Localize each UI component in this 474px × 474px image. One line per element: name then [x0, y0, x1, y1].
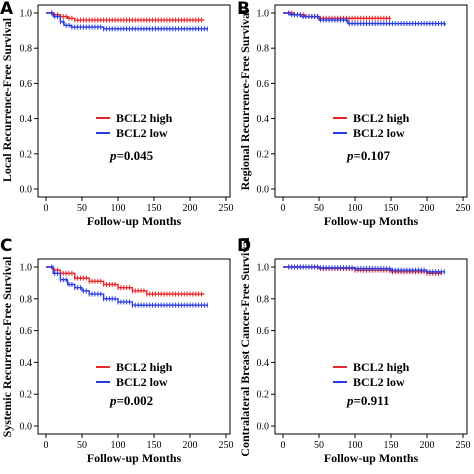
- panel-letter: C: [0, 236, 12, 256]
- p-value: p=0.911: [346, 393, 389, 408]
- y-tick-label: 1.0: [257, 9, 270, 20]
- y-tick-label: 0.6: [20, 326, 33, 337]
- series-high-curve: [46, 266, 205, 295]
- x-tick-label: 100: [348, 440, 363, 451]
- y-tick-label: 0.2: [20, 149, 33, 160]
- legend-label: BCL2 high: [116, 111, 173, 125]
- x-tick-label: 0: [281, 203, 286, 214]
- y-tick-label: 1.0: [257, 263, 270, 274]
- plot-frame: [274, 4, 468, 198]
- x-tick-label: 250: [219, 440, 234, 451]
- x-tick-label: 50: [314, 203, 324, 214]
- p-value-symbol: p: [346, 393, 354, 408]
- x-tick-label: 100: [111, 203, 126, 214]
- x-tick-label: 0: [44, 440, 49, 451]
- x-tick-label: 150: [384, 440, 399, 451]
- p-value: p=0.002: [109, 393, 153, 408]
- legend-label: BCL2 low: [116, 375, 168, 389]
- y-tick-label: 0.2: [257, 390, 270, 401]
- y-axis-title: Regional Recurrence-Free Survival: [238, 9, 252, 191]
- panel-c: C 0.0 0.2 0.4 0.6 0.8 1.0 0 50 100 150 200 250 Follow…: [0, 236, 234, 465]
- plot-frame: [37, 4, 231, 198]
- y-tick-label: 0.4: [257, 358, 270, 369]
- plot-frame: [37, 258, 231, 435]
- y-tick-label: 0.4: [20, 358, 33, 369]
- y-axis-title: Local Recurrence-Free Survival: [0, 17, 14, 182]
- x-tick-label: 0: [44, 203, 49, 214]
- p-value-number: =0.045: [117, 148, 154, 163]
- x-tick-label: 200: [183, 440, 198, 451]
- panel-a: A 0.0 0.2 0.4 0.6 0.8 1.0 0 50 100 150 200 250 Follow…: [0, 0, 234, 228]
- p-value-symbol: p: [346, 148, 354, 163]
- legend-label: BCL2 high: [353, 111, 410, 125]
- x-axis-title: Follow-up Months: [324, 451, 419, 465]
- x-axis-title: Follow-up Months: [324, 214, 419, 228]
- x-tick-label: 50: [314, 440, 324, 451]
- p-value: p=0.107: [346, 148, 391, 163]
- y-tick-label: 1.0: [20, 9, 33, 20]
- x-tick-label: 250: [219, 203, 234, 214]
- y-tick-label: 0.8: [20, 294, 33, 305]
- y-tick-label: 0.0: [20, 422, 33, 433]
- plot-frame: [274, 258, 468, 435]
- y-tick-label: 0.6: [257, 79, 270, 90]
- x-tick-label: 0: [281, 440, 286, 451]
- x-tick-label: 150: [147, 440, 162, 451]
- y-tick-label: 0.8: [257, 44, 270, 55]
- x-tick-label: 200: [183, 203, 198, 214]
- legend-label: BCL2 high: [116, 360, 173, 374]
- p-value-symbol: p: [109, 148, 117, 163]
- panel-b: B 0.0 0.2 0.4 0.6 0.8 1.0 0 50 100 150 200 250 Follow…: [237, 0, 471, 228]
- legend-label: BCL2 low: [353, 126, 405, 140]
- x-axis-title: Follow-up Months: [87, 451, 182, 465]
- x-tick-label: 100: [111, 440, 126, 451]
- x-tick-label: 50: [77, 440, 87, 451]
- x-axis-title: Follow-up Months: [87, 214, 182, 228]
- y-axis-title: Contralateral Breast Cancer-Free Surviva…: [238, 237, 252, 457]
- series-low-curve: [283, 12, 446, 26]
- p-value-number: =0.911: [354, 393, 390, 408]
- y-tick-label: 0.0: [257, 422, 270, 433]
- panel-d: D 0.0 0.2 0.4 0.6 0.8 1.0 0 50 100 150 200 250 Follow…: [237, 236, 471, 465]
- panel-letter: D: [237, 236, 251, 256]
- x-tick-label: 150: [147, 203, 162, 214]
- panel-letter: A: [0, 0, 14, 19]
- y-tick-label: 0.2: [257, 149, 270, 160]
- legend-label: BCL2 low: [353, 375, 405, 389]
- y-tick-label: 0.2: [20, 390, 33, 401]
- y-tick-label: 0.0: [20, 185, 33, 196]
- y-tick-label: 0.8: [257, 294, 270, 305]
- y-tick-label: 0.6: [257, 326, 270, 337]
- x-tick-label: 250: [456, 440, 471, 451]
- y-tick-label: 0.6: [20, 79, 33, 90]
- x-tick-label: 50: [77, 203, 87, 214]
- x-tick-label: 100: [348, 203, 363, 214]
- x-tick-label: 250: [456, 203, 471, 214]
- panel-letter: B: [237, 0, 250, 19]
- legend-label: BCL2 low: [116, 126, 168, 140]
- y-tick-label: 1.0: [20, 263, 33, 274]
- y-tick-label: 0.4: [257, 114, 270, 125]
- x-tick-label: 200: [420, 203, 435, 214]
- x-tick-label: 150: [384, 203, 399, 214]
- y-tick-label: 0.4: [20, 114, 33, 125]
- y-axis-title: Systemic Recurrence-Free Survival: [0, 256, 14, 437]
- x-tick-label: 200: [420, 440, 435, 451]
- p-value-number: =0.002: [117, 393, 154, 408]
- y-tick-label: 0.8: [20, 44, 33, 55]
- y-tick-label: 0.0: [257, 185, 270, 196]
- p-value: p=0.045: [109, 148, 154, 163]
- legend-label: BCL2 high: [353, 360, 410, 374]
- series-high-curve: [46, 12, 205, 21]
- p-value-symbol: p: [109, 393, 117, 408]
- p-value-number: =0.107: [354, 148, 391, 163]
